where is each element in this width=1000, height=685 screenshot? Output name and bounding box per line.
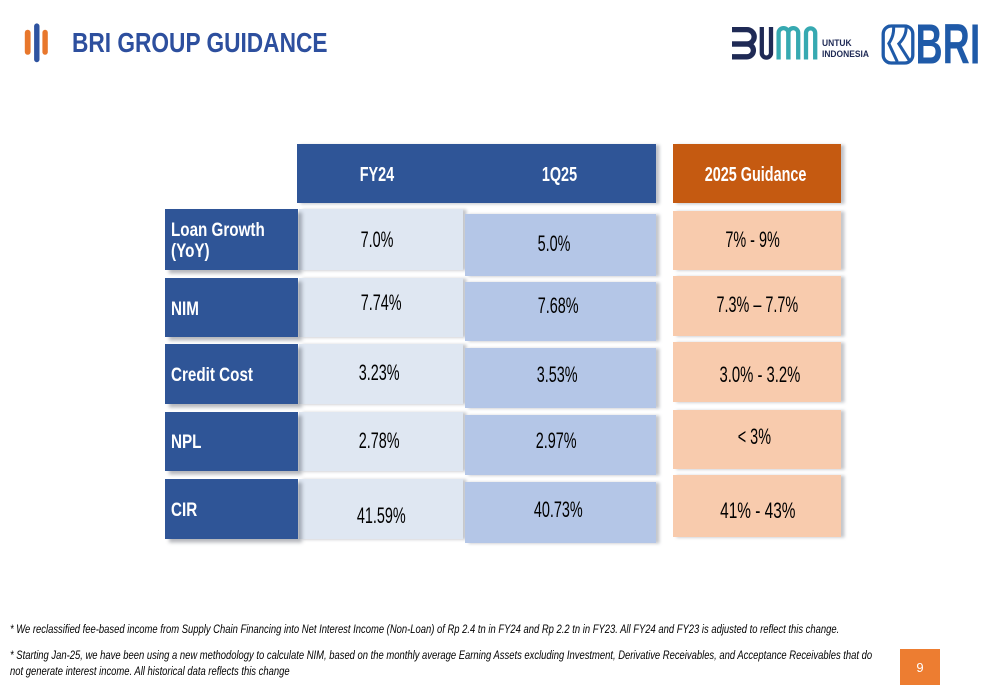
svg-text:BRI: BRI xyxy=(916,22,981,68)
svg-text:INDONESIA: INDONESIA xyxy=(822,49,869,60)
svg-text:UNTUK: UNTUK xyxy=(822,38,852,49)
